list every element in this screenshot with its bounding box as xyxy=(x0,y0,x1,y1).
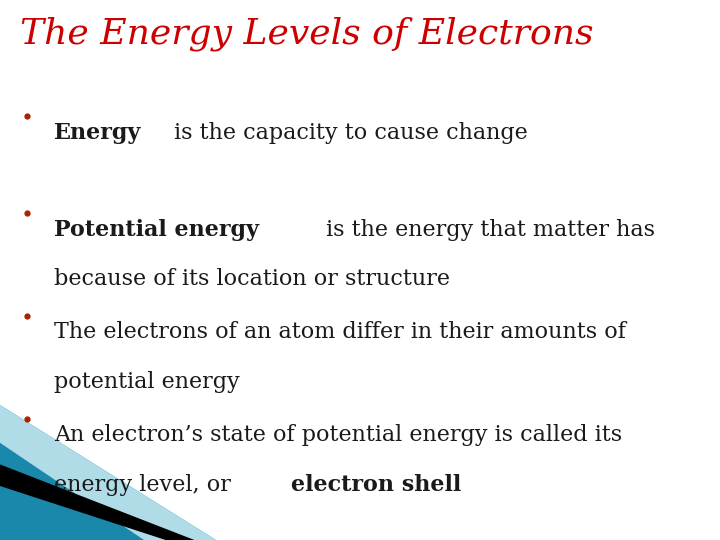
Text: is the capacity to cause change: is the capacity to cause change xyxy=(167,122,528,144)
Text: The electrons of an atom differ in their amounts of: The electrons of an atom differ in their… xyxy=(54,321,626,343)
Polygon shape xyxy=(0,405,216,540)
Text: An electron’s state of potential energy is called its: An electron’s state of potential energy … xyxy=(54,424,622,446)
Text: electron shell: electron shell xyxy=(292,474,462,496)
Text: potential energy: potential energy xyxy=(54,371,240,393)
Text: energy level, or: energy level, or xyxy=(54,474,238,496)
Text: is the energy that matter has: is the energy that matter has xyxy=(318,219,654,241)
Polygon shape xyxy=(0,464,194,540)
Text: The Energy Levels of Electrons: The Energy Levels of Electrons xyxy=(20,16,594,51)
Text: Energy: Energy xyxy=(54,122,141,144)
Text: because of its location or structure: because of its location or structure xyxy=(54,268,450,291)
Polygon shape xyxy=(0,405,216,540)
Text: Potential energy: Potential energy xyxy=(54,219,259,241)
